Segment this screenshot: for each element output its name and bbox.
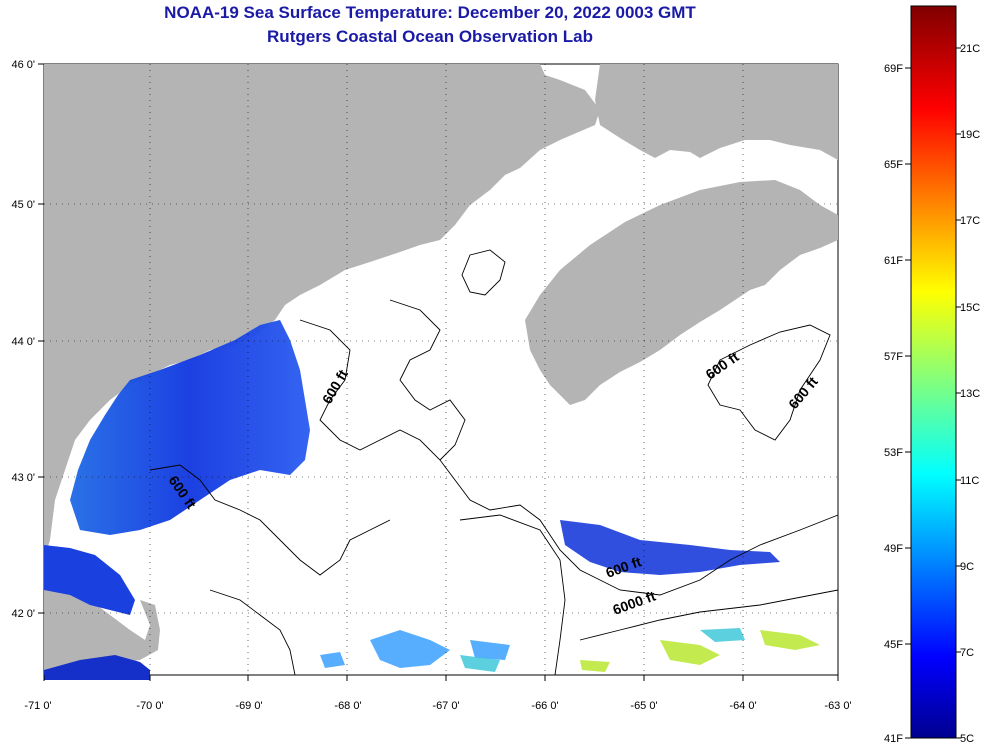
- colorbar: 69F 65F 61F 57F 53F 49F 45F 41F 21C 19C …: [884, 5, 980, 745]
- sst-swath-warm-patches: [580, 630, 820, 672]
- land-maine-new-england: [44, 64, 600, 560]
- longitude-labels: -71 0' -70 0' -69 0' -68 0' -67 0' -66 0…: [24, 700, 851, 712]
- colorbar-f-label: 53F: [884, 447, 903, 459]
- lon-label: -69 0': [235, 700, 262, 712]
- sst-swath-gulf-of-maine: [70, 320, 310, 535]
- colorbar-c-label: 7C: [960, 647, 974, 659]
- map-plot-area: 600 ft 600 ft 600 ft 600 ft 600 ft 6000 …: [43, 63, 839, 680]
- colorbar-c-label: 21C: [960, 43, 980, 55]
- colorbar-f-label: 49F: [884, 543, 903, 555]
- colorbar-c-label: 13C: [960, 388, 980, 400]
- colorbar-f-label: 41F: [884, 733, 903, 745]
- lon-label: -66 0': [531, 700, 558, 712]
- lon-label: -63 0': [824, 700, 851, 712]
- lat-label: 44 0': [11, 336, 35, 348]
- graticule: [44, 64, 838, 675]
- lat-label: 46 0': [11, 59, 35, 71]
- colorbar-gradient: [910, 5, 957, 739]
- colorbar-f-label: 45F: [884, 639, 903, 651]
- lon-label: -68 0': [334, 700, 361, 712]
- colorbar-f-ticks: [905, 67, 911, 739]
- lon-label: -65 0': [630, 700, 657, 712]
- lon-label: -71 0': [24, 700, 51, 712]
- sst-swath-cape: [44, 655, 150, 680]
- lat-label: 43 0': [11, 472, 35, 484]
- colorbar-c-ticks: [956, 47, 961, 739]
- colorbar-c-label: 19C: [960, 129, 980, 141]
- map-subtitle: Rutgers Coastal Ocean Observation Lab: [267, 27, 593, 46]
- map-ticks: [38, 63, 839, 681]
- sst-swath-teal-patches: [460, 628, 745, 672]
- colorbar-f-label: 61F: [884, 255, 903, 267]
- colorbar-c-label: 17C: [960, 215, 980, 227]
- bathymetry-contours: [149, 249, 839, 676]
- lon-label: -64 0': [729, 700, 756, 712]
- map-title: NOAA-19 Sea Surface Temperature: Decembe…: [164, 3, 696, 22]
- colorbar-c-label: 15C: [960, 302, 980, 314]
- lon-label: -70 0': [136, 700, 163, 712]
- colorbar-f-label: 57F: [884, 351, 903, 363]
- sst-swath-coastal: [44, 545, 135, 615]
- land-cape-cod: [44, 585, 160, 675]
- colorbar-c-label: 5C: [960, 733, 974, 745]
- colorbar-c-label: 11C: [960, 475, 979, 487]
- land-new-brunswick: [595, 64, 838, 160]
- land-nova-scotia: [525, 180, 838, 405]
- lon-label: -67 0': [432, 700, 459, 712]
- colorbar-c-label: 9C: [960, 561, 974, 573]
- lat-label: 42 0': [11, 608, 35, 620]
- sst-swath-south-patches: [320, 630, 510, 668]
- lat-label: 45 0': [11, 199, 35, 211]
- colorbar-f-label: 69F: [884, 63, 903, 75]
- sst-swath-georges-bank: [560, 520, 780, 575]
- colorbar-f-label: 65F: [884, 159, 903, 171]
- latitude-labels: 46 0' 45 0' 44 0' 43 0' 42 0': [11, 59, 35, 620]
